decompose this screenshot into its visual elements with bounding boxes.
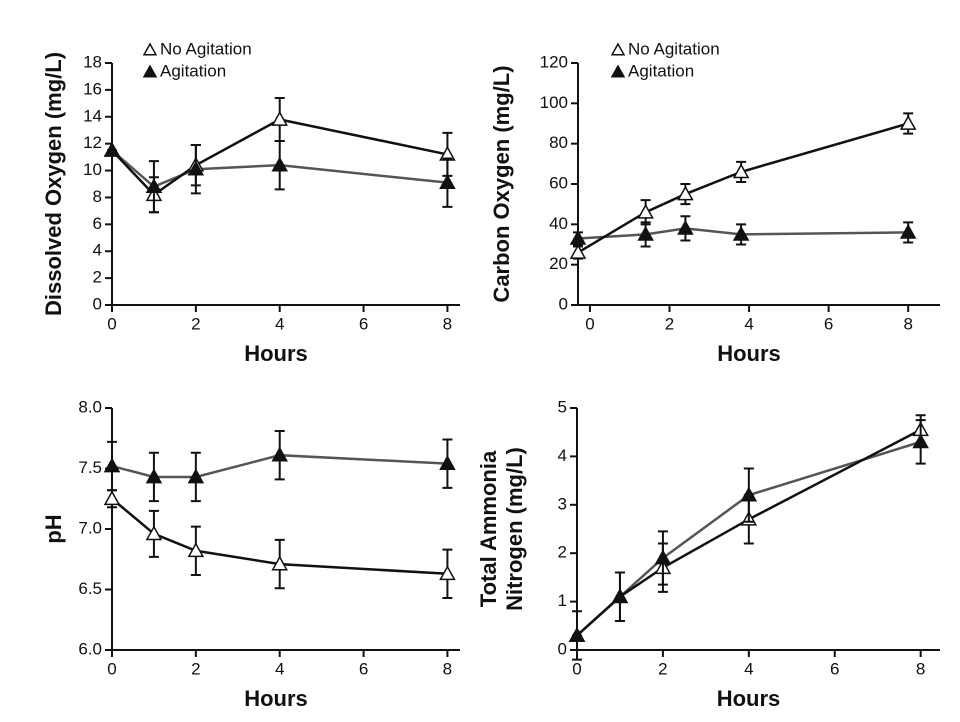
legend-label: Agitation [160, 61, 226, 80]
y-tick-label: 2 [558, 543, 567, 562]
y-tick-label: 40 [549, 214, 568, 233]
x-tick-label: 2 [665, 314, 674, 333]
y-tick-label: 12 [83, 133, 102, 152]
y-tick-label: 4 [93, 241, 102, 260]
legend-label: No Agitation [160, 39, 252, 58]
marker [271, 156, 288, 172]
marker [740, 486, 758, 502]
y-tick-label: 7.5 [78, 458, 102, 477]
x-tick-label: 8 [903, 314, 912, 333]
legend-label: Agitation [628, 61, 694, 80]
marker [439, 174, 456, 190]
y-axis-title: Total Ammonia [476, 450, 501, 607]
x-tick-label: 6 [830, 659, 839, 678]
y-axis-title: Nitrogen (mg/L) [502, 447, 527, 611]
x-axis-title: Hours [244, 341, 308, 366]
marker [439, 455, 456, 471]
marker [103, 457, 121, 473]
y-tick-label: 14 [83, 106, 102, 125]
y-axis-title: Dissolved Oxygen (mg/L) [41, 52, 66, 316]
y-tick-label: 6 [93, 214, 102, 233]
marker [145, 178, 163, 194]
marker [899, 223, 917, 239]
y-tick-label: 18 [83, 52, 102, 71]
marker [677, 185, 694, 201]
y-tick-label: 20 [549, 254, 568, 273]
x-axis-title: Hours [717, 686, 781, 711]
x-axis-title: Hours [717, 341, 781, 366]
y-tick-label: 3 [558, 494, 567, 513]
y-tick-label: 10 [83, 160, 102, 179]
x-tick-label: 8 [443, 314, 452, 333]
x-tick-label: 2 [191, 659, 200, 678]
y-tick-label: 60 [549, 173, 568, 192]
y-axis-title: Carbon Oxygen (mg/L) [489, 65, 514, 302]
y-tick-label: 6.5 [78, 579, 102, 598]
marker [187, 542, 205, 558]
marker [912, 433, 929, 449]
marker [637, 203, 654, 219]
marker [654, 549, 672, 565]
y-tick-label: 16 [83, 79, 102, 98]
y-tick-label: 0 [558, 639, 567, 658]
x-tick-label: 0 [585, 314, 594, 333]
x-tick-label: 6 [359, 659, 368, 678]
x-tick-label: 4 [744, 314, 753, 333]
marker [899, 114, 917, 130]
marker [611, 588, 629, 604]
x-tick-label: 4 [744, 659, 753, 678]
marker [677, 219, 694, 235]
y-tick-label: 4 [558, 446, 567, 465]
marker [187, 468, 205, 484]
legend-marker [142, 42, 158, 56]
y-tick-label: 8.0 [78, 397, 102, 416]
x-tick-label: 8 [916, 659, 925, 678]
marker [732, 225, 750, 241]
y-tick-label: 120 [540, 52, 568, 71]
y-axis-title: pH [41, 514, 66, 543]
marker [439, 565, 456, 581]
x-tick-label: 0 [107, 314, 116, 333]
marker [187, 160, 205, 176]
marker [569, 229, 587, 245]
x-tick-label: 4 [275, 314, 284, 333]
x-tick-label: 6 [824, 314, 833, 333]
x-tick-label: 8 [443, 659, 452, 678]
y-tick-label: 8 [93, 187, 102, 206]
marker [145, 525, 163, 541]
marker [103, 490, 121, 506]
marker [732, 163, 750, 179]
marker [271, 446, 288, 462]
legend-marker [142, 64, 158, 78]
x-tick-label: 2 [658, 659, 667, 678]
y-tick-label: 2 [93, 268, 102, 287]
x-axis-title: Hours [244, 686, 308, 711]
y-tick-label: 0 [93, 294, 102, 313]
marker [103, 141, 121, 157]
x-tick-label: 6 [359, 314, 368, 333]
marker [637, 225, 654, 241]
x-tick-label: 2 [191, 314, 200, 333]
x-tick-label: 0 [572, 659, 581, 678]
legend-marker [610, 42, 626, 56]
legend-label: No Agitation [628, 39, 720, 58]
y-tick-label: 7.0 [78, 518, 102, 537]
x-tick-label: 4 [275, 659, 284, 678]
y-tick-label: 1 [558, 591, 567, 610]
y-tick-label: 6.0 [78, 639, 102, 658]
y-tick-label: 0 [559, 294, 568, 313]
legend-marker [610, 64, 626, 78]
y-tick-label: 5 [558, 397, 567, 416]
x-tick-label: 0 [107, 659, 116, 678]
marker [569, 244, 587, 259]
y-tick-label: 100 [540, 93, 568, 112]
marker [271, 555, 288, 571]
marker [271, 110, 288, 126]
y-tick-label: 80 [549, 133, 568, 152]
marker [145, 468, 163, 484]
marker [568, 626, 586, 642]
